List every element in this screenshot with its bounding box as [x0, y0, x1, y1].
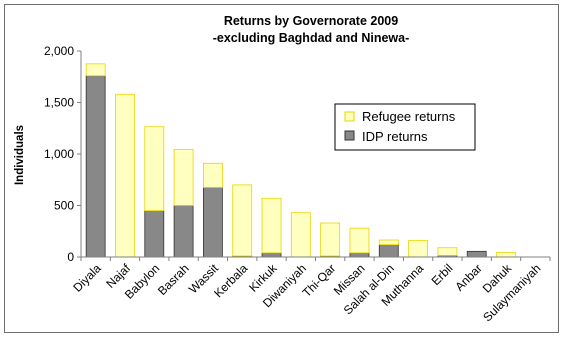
- bar-idp-returns-missan: [349, 252, 370, 258]
- x-tick-label-diyala: Diyala: [70, 261, 104, 295]
- bar-refugee-returns-babylon: [144, 126, 165, 212]
- y-tick-label: 2,000: [44, 44, 74, 58]
- bar-idp-returns-anbar: [466, 250, 487, 258]
- bar-idp-returns-diyala: [85, 75, 106, 258]
- bar-refugee-returns-najaf: [115, 93, 135, 258]
- y-axis-label: Individuals: [14, 125, 26, 185]
- x-tick-label-thi-qar: Thi-Qar: [300, 261, 339, 300]
- chart-title: Returns by Governorate 2009: [224, 14, 398, 28]
- bar-idp-returns-kirkuk: [261, 252, 282, 258]
- legend: Refugee returns IDP returns: [334, 103, 476, 151]
- y-tick-label: 500: [54, 199, 74, 213]
- x-tick-label-kerbala: Kerbala: [211, 261, 250, 300]
- bar-refugee-returns-salah-al-din: [378, 239, 399, 246]
- bar-refugee-returns-erbil: [437, 247, 458, 256]
- x-tick-label-anbar: Anbar: [452, 261, 485, 294]
- x-axis-ticks: Diyala NajafBabylonBasrahWassitKerbalaKir…: [70, 257, 551, 324]
- legend-label-refugee-returns: Refugee returns: [362, 109, 456, 124]
- chart-subtitle: -excluding Baghdad and Ninewa-: [213, 31, 410, 45]
- bar-refugee-returns-kerbala: [232, 184, 253, 257]
- bar-idp-returns-wassit: [203, 187, 223, 258]
- bar-refugee-returns-basrah: [173, 148, 194, 206]
- bar-idp-returns-salah-al-din: [378, 244, 399, 258]
- bar-refugee-returns-wassit: [203, 162, 223, 188]
- bar-refugee-returns-diwaniyah: [290, 212, 311, 258]
- y-tick-label: 0: [67, 250, 74, 264]
- legend-swatch-refugee-returns: [344, 111, 355, 122]
- bar-refugee-returns-muthanna: [408, 240, 428, 258]
- legend-box: [334, 103, 476, 151]
- bar-refugee-returns-diyala: [85, 63, 106, 77]
- bar-refugee-returns-missan: [349, 227, 370, 254]
- bars: [85, 63, 516, 258]
- x-tick-label-basrah: Basrah: [155, 261, 192, 298]
- legend-label-idp-returns: IDP returns: [362, 129, 428, 144]
- legend-swatch-idp-returns: [344, 130, 355, 141]
- bar-refugee-returns-thi-qar: [320, 222, 341, 257]
- y-tick-label: 1,000: [44, 147, 74, 161]
- bar-refugee-returns-kirkuk: [261, 197, 282, 254]
- bar-idp-returns-basrah: [173, 205, 194, 258]
- y-tick-label: 1,500: [44, 96, 74, 110]
- bar-refugee-returns-dahuk: [496, 251, 516, 258]
- y-axis-ticks: 0 500 1,000 1,500 2,000: [44, 44, 81, 264]
- bar-idp-returns-babylon: [144, 210, 165, 258]
